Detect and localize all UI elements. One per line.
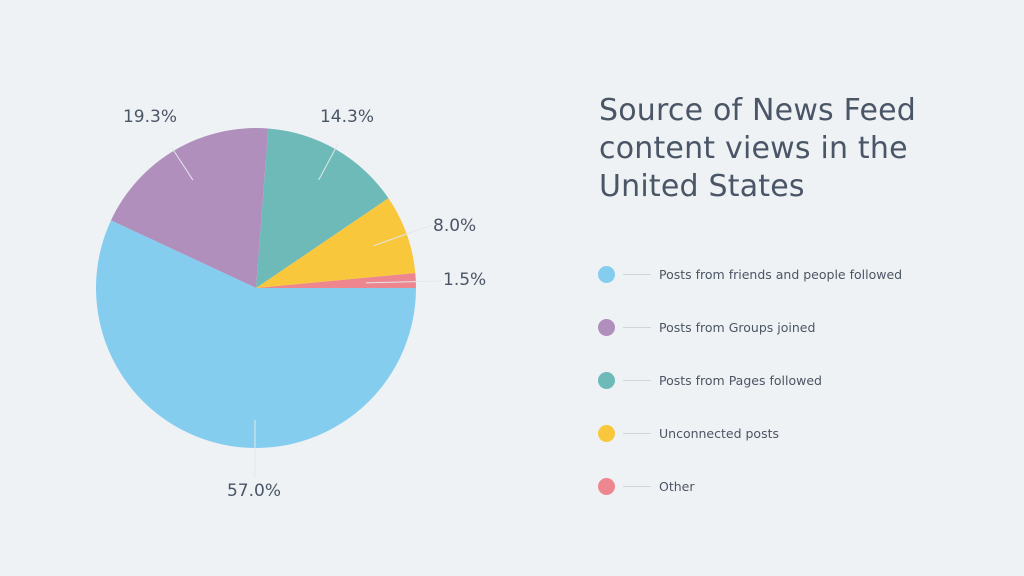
leader-line (365, 280, 442, 284)
data-label: 8.0% (433, 216, 476, 236)
legend-label: Posts from friends and people followed (659, 267, 903, 282)
legend-connector (623, 486, 651, 487)
pie-slice (256, 272, 417, 288)
legend-connector (623, 380, 651, 381)
pie-slice (256, 128, 389, 288)
pie-slice (96, 220, 416, 448)
chart-title: Source of News Feed content views in the… (599, 93, 916, 204)
legend-swatch (598, 478, 615, 495)
leader-line (318, 143, 339, 181)
legend-item: Posts from Groups joined (598, 301, 902, 354)
pie-chart: 57.0% 19.3% 14.3% 8.0% 1.5% (96, 107, 486, 501)
legend-connector (623, 433, 651, 434)
legend-swatch (598, 425, 615, 442)
legend-label: Posts from Groups joined (659, 320, 816, 335)
legend-item: Posts from Pages followed (598, 354, 902, 407)
legend-label: Posts from Pages followed (659, 373, 822, 388)
data-label: 57.0% (227, 481, 281, 501)
leader-line (373, 224, 433, 247)
legend-item: Other (598, 460, 902, 513)
data-label: 19.3% (123, 107, 177, 127)
legend: Posts from friends and people followed Po… (598, 248, 902, 513)
legend-swatch (598, 319, 615, 336)
pie-slice (256, 198, 416, 288)
legend-swatch (598, 266, 615, 283)
legend-item: Unconnected posts (598, 407, 902, 460)
pie-slice (110, 128, 269, 288)
data-label: 14.3% (320, 107, 374, 127)
legend-connector (623, 327, 651, 328)
leader-line (171, 147, 194, 181)
data-label: 1.5% (443, 270, 486, 290)
legend-swatch (598, 372, 615, 389)
legend-connector (623, 274, 651, 275)
legend-label: Other (659, 479, 695, 494)
legend-item: Posts from friends and people followed (598, 248, 902, 301)
legend-label: Unconnected posts (659, 426, 780, 441)
